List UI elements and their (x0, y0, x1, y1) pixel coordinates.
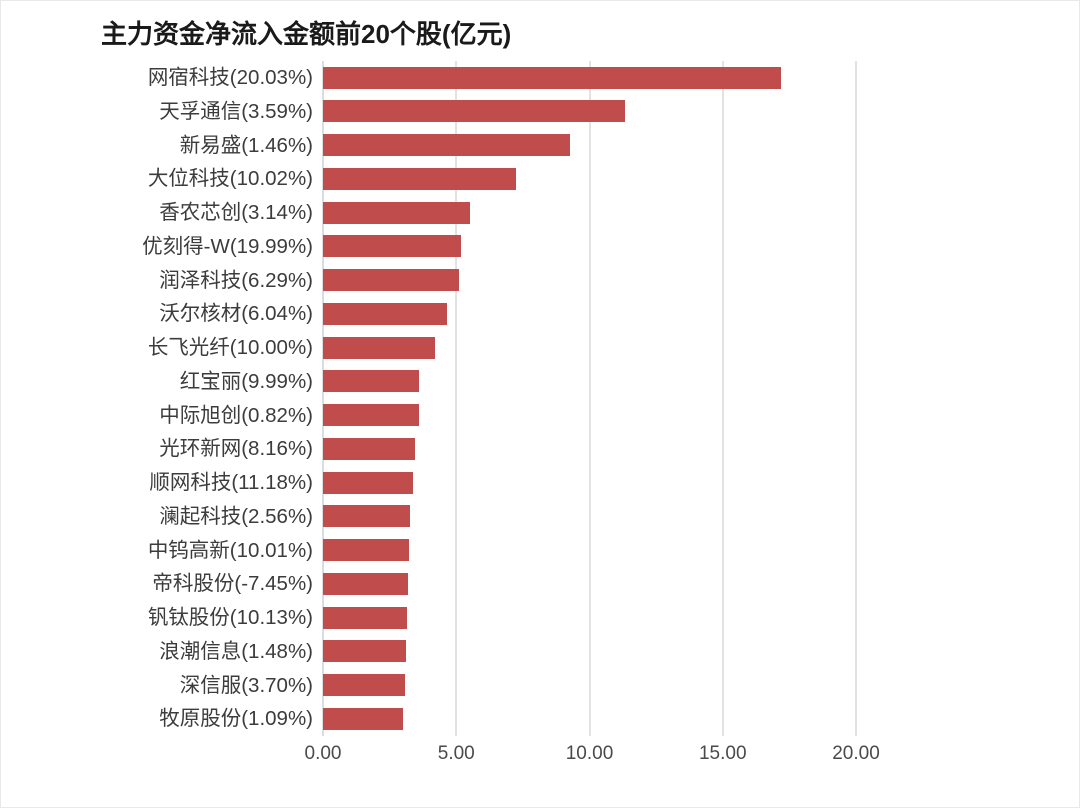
bar-row (323, 95, 856, 129)
bar (323, 707, 404, 730)
category-label: 优刻得-W(19.99%) (142, 234, 313, 258)
bar (323, 201, 471, 224)
bar-row (323, 399, 856, 433)
category-label: 牧原股份(1.09%) (159, 707, 313, 731)
bar (323, 167, 517, 190)
gridline-10.00 (588, 61, 591, 736)
bar (323, 674, 405, 696)
bar-row (323, 432, 856, 466)
bar (323, 606, 408, 629)
category-label: 天孚通信(3.59%) (159, 99, 313, 123)
bar-row (323, 567, 856, 601)
category-label: 沃尔核材(6.04%) (159, 302, 313, 326)
bar-row (323, 365, 856, 399)
category-label: 帝科股份(-7.45%) (152, 572, 313, 596)
category-label: 网宿科技(20.03%) (147, 66, 313, 89)
bar-row (323, 196, 856, 230)
category-label: 长飞光纤(10.00%) (147, 336, 313, 359)
category-label: 浪潮信息(1.48%) (159, 639, 313, 663)
x-tick-label: 15.00 (698, 743, 747, 764)
bar (323, 235, 462, 258)
bar (323, 572, 408, 595)
category-label: 中际旭创(0.82%) (159, 403, 313, 427)
category-label: 光环新网(8.16%) (159, 437, 313, 461)
bar (323, 336, 436, 359)
category-label: 红宝丽(9.99%) (179, 369, 313, 393)
bar-row (323, 129, 856, 163)
bar-row (323, 230, 856, 264)
bar-row (323, 61, 856, 95)
bar (323, 370, 420, 393)
bar (323, 471, 413, 494)
category-label: 顺网科技(11.18%) (149, 471, 313, 494)
category-label: 大位科技(10.02%) (147, 167, 313, 191)
bar (323, 100, 626, 123)
plot-area (322, 61, 857, 736)
category-label: 澜起科技(2.56%) (159, 504, 313, 528)
category-label: 中钨高新(10.01%) (147, 538, 313, 562)
category-label: 深信服(3.70%) (179, 673, 313, 697)
gridline-15.00 (721, 61, 724, 736)
bar (323, 269, 460, 291)
category-label: 润泽科技(6.29%) (159, 268, 313, 292)
gridline-5.00 (455, 61, 458, 736)
bars-layer (323, 61, 856, 736)
bar (323, 539, 409, 561)
bar-row (323, 331, 856, 365)
bar-row (323, 635, 856, 669)
axis-line-zero (322, 61, 324, 736)
gridline-20.00 (855, 61, 857, 736)
bar (323, 640, 407, 663)
x-tick-label: 10.00 (565, 743, 614, 764)
bar (323, 66, 782, 89)
y-axis-category-labels: 网宿科技(20.03%) 天孚通信(3.59%) 新易盛(1.46%) 大位科技(10… (61, 61, 313, 736)
bar (323, 437, 415, 460)
bar-row (323, 534, 856, 568)
bar-row (323, 264, 856, 298)
x-tick-label: 0.00 (304, 743, 342, 764)
bar (323, 404, 420, 426)
category-label: 钒钛股份(10.13%) (147, 606, 313, 629)
bar-row (323, 669, 856, 703)
x-tick-label: 20.00 (832, 743, 880, 764)
bar (323, 134, 570, 156)
bar (323, 302, 447, 325)
x-tick-label: 5.00 (437, 743, 475, 764)
bar-row (323, 297, 856, 331)
bar-row (323, 601, 856, 635)
bar-row (323, 702, 856, 736)
bar (323, 505, 411, 528)
category-label: 新易盛(1.46%) (179, 133, 313, 157)
bar-row (323, 466, 856, 500)
x-axis-tick-labels: 0.00 5.00 10.00 15.00 20.00 (305, 743, 880, 769)
category-label: 香农芯创(3.14%) (159, 201, 313, 224)
bar-row (323, 500, 856, 534)
chart-title: 主力资金净流入金额前20个股(亿元) (101, 19, 512, 49)
bar-row (323, 162, 856, 196)
